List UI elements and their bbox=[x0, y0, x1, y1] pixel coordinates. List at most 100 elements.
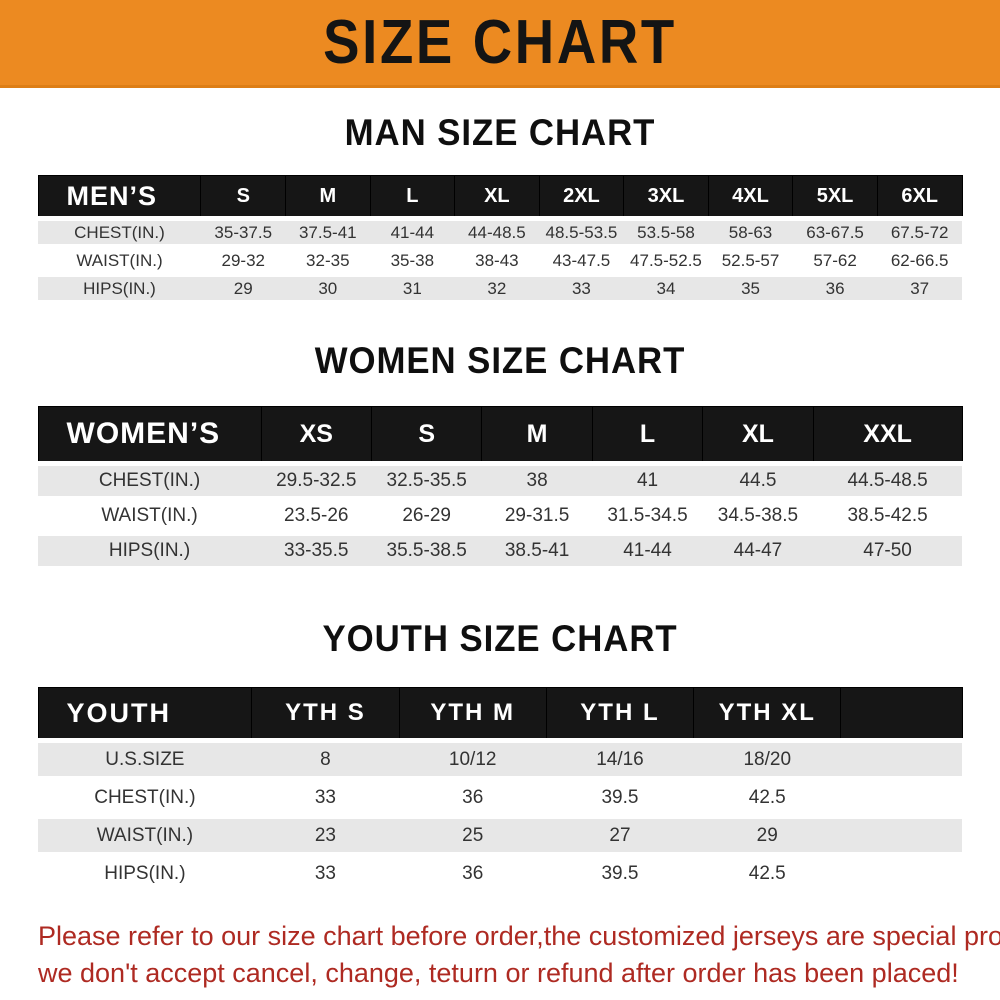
row-label: WAIST(IN.) bbox=[38, 814, 252, 855]
size-chart-banner: SIZE CHART bbox=[0, 0, 1000, 88]
column-header: XL bbox=[702, 406, 814, 464]
women-size-section: WOMEN SIZE CHART WOMEN’S XS S M L XL XXL CHEST(… bbox=[0, 340, 1000, 566]
size-value-cell: 32-35 bbox=[285, 244, 371, 275]
size-value-cell: 39.5 bbox=[546, 776, 694, 817]
size-value-cell: 34 bbox=[623, 272, 709, 300]
size-value-cell: 35-38 bbox=[370, 244, 455, 275]
spacer-cell bbox=[840, 852, 962, 890]
table-label-cell: WOMEN’S bbox=[37, 406, 262, 464]
column-header: XL bbox=[454, 175, 540, 219]
column-header: S bbox=[370, 406, 483, 464]
table-row: HIPS(IN.) 29 30 31 32 33 34 35 36 37 bbox=[38, 272, 962, 300]
size-value-cell: 47.5-52.5 bbox=[623, 244, 709, 275]
size-value-cell: 52.5-57 bbox=[708, 244, 793, 275]
man-size-section: MAN SIZE CHART MEN’S S M L XL 2XL 3XL 4XL 5XL 6XL… bbox=[0, 112, 1000, 300]
size-value-cell: 47-50 bbox=[813, 531, 962, 566]
size-value-cell: 41 bbox=[592, 461, 703, 499]
table-row: CHEST(IN.) 33 36 39.5 42.5 bbox=[38, 776, 962, 817]
column-header: YTH M bbox=[398, 687, 547, 741]
column-header: 2XL bbox=[538, 175, 625, 219]
table-row: WAIST(IN.) 23 25 27 29 bbox=[38, 814, 962, 855]
size-value-cell: 31.5-34.5 bbox=[592, 496, 703, 534]
column-header: 3XL bbox=[623, 175, 709, 219]
size-value-cell: 42.5 bbox=[693, 776, 841, 817]
row-label: HIPS(IN.) bbox=[38, 272, 201, 300]
table-row: WAIST(IN.) 29-32 32-35 35-38 38-43 43-47.5 47.… bbox=[38, 244, 962, 275]
size-value-cell: 35 bbox=[708, 272, 793, 300]
table-row: WAIST(IN.) 23.5-26 26-29 29-31.5 31.5-34.5 34… bbox=[38, 496, 962, 534]
row-label: U.S.SIZE bbox=[38, 738, 252, 779]
footer-note: Please refer to our size chart before or… bbox=[0, 918, 1000, 992]
row-label: CHEST(IN.) bbox=[38, 216, 201, 247]
size-value-cell: 10/12 bbox=[399, 738, 547, 779]
size-value-cell: 62-66.5 bbox=[877, 244, 962, 275]
table-header-row: MEN’S S M L XL 2XL 3XL 4XL 5XL 6XL bbox=[37, 175, 963, 219]
table-row: HIPS(IN.) 33 36 39.5 42.5 bbox=[38, 852, 962, 890]
table-row: HIPS(IN.) 33-35.5 35.5-38.5 38.5-41 41-44 44-… bbox=[38, 531, 962, 566]
size-value-cell: 29 bbox=[693, 814, 841, 855]
size-value-cell: 36 bbox=[399, 776, 547, 817]
size-value-cell: 53.5-58 bbox=[623, 216, 709, 247]
size-value-cell: 32.5-35.5 bbox=[371, 461, 482, 499]
row-label: WAIST(IN.) bbox=[38, 244, 201, 275]
column-header: YTH S bbox=[251, 687, 400, 741]
size-value-cell: 18/20 bbox=[693, 738, 841, 779]
size-value-cell: 35.5-38.5 bbox=[371, 531, 482, 566]
size-value-cell: 33 bbox=[251, 776, 400, 817]
size-value-cell: 44.5 bbox=[702, 461, 814, 499]
column-header: 6XL bbox=[876, 175, 963, 219]
size-value-cell: 38.5-41 bbox=[481, 531, 593, 566]
column-header: M bbox=[481, 406, 593, 464]
row-label: HIPS(IN.) bbox=[38, 852, 252, 890]
size-value-cell: 39.5 bbox=[546, 852, 694, 890]
size-value-cell: 48.5-53.5 bbox=[539, 216, 624, 247]
size-value-cell: 41-44 bbox=[370, 216, 455, 247]
size-value-cell: 33 bbox=[539, 272, 624, 300]
women-size-table: WOMEN’S XS S M L XL XXL CHEST(IN.) 29.5-32.5 32.5… bbox=[37, 406, 963, 566]
column-header: 4XL bbox=[707, 175, 794, 219]
table-row: U.S.SIZE 8 10/12 14/16 18/20 bbox=[38, 738, 962, 779]
table-label-cell: MEN’S bbox=[37, 175, 202, 219]
column-header: YTH XL bbox=[693, 687, 842, 741]
size-value-cell: 38.5-42.5 bbox=[813, 496, 962, 534]
size-value-cell: 36 bbox=[399, 852, 547, 890]
size-value-cell: 29-32 bbox=[200, 244, 286, 275]
spacer-cell bbox=[840, 776, 962, 817]
table-header-row: YOUTH YTH S YTH M YTH L YTH XL bbox=[37, 687, 963, 741]
size-value-cell: 29 bbox=[200, 272, 286, 300]
table-label-cell: YOUTH bbox=[37, 687, 253, 741]
size-value-cell: 32 bbox=[454, 272, 540, 300]
column-header: XS bbox=[260, 406, 372, 464]
size-value-cell: 8 bbox=[251, 738, 400, 779]
size-value-cell: 23 bbox=[251, 814, 400, 855]
size-value-cell: 58-63 bbox=[708, 216, 793, 247]
column-header: M bbox=[285, 175, 371, 219]
column-header: XXL bbox=[812, 406, 963, 464]
size-value-cell: 29.5-32.5 bbox=[261, 461, 372, 499]
size-value-cell: 43-47.5 bbox=[539, 244, 624, 275]
size-value-cell: 44.5-48.5 bbox=[813, 461, 962, 499]
size-value-cell: 36 bbox=[792, 272, 878, 300]
size-value-cell: 33-35.5 bbox=[261, 531, 372, 566]
size-value-cell: 29-31.5 bbox=[481, 496, 593, 534]
footer-line-2: we don't accept cancel, change, teturn o… bbox=[38, 958, 959, 988]
table-row: CHEST(IN.) 35-37.5 37.5-41 41-44 44-48.5 48.5… bbox=[38, 216, 962, 247]
size-value-cell: 30 bbox=[285, 272, 371, 300]
women-section-title: WOMEN SIZE CHART bbox=[314, 340, 686, 381]
row-label: CHEST(IN.) bbox=[38, 776, 252, 817]
size-value-cell: 42.5 bbox=[693, 852, 841, 890]
row-label: HIPS(IN.) bbox=[38, 531, 262, 566]
youth-size-table: YOUTH YTH S YTH M YTH L YTH XL U.S.SIZE 8 10/12… bbox=[37, 687, 963, 890]
size-value-cell: 25 bbox=[399, 814, 547, 855]
size-value-cell: 38-43 bbox=[454, 244, 540, 275]
man-size-table: MEN’S S M L XL 2XL 3XL 4XL 5XL 6XL CHEST(IN.) 35-37… bbox=[37, 175, 963, 300]
column-header: L bbox=[369, 175, 456, 219]
spacer-cell bbox=[840, 814, 962, 855]
size-value-cell: 67.5-72 bbox=[877, 216, 962, 247]
row-label: CHEST(IN.) bbox=[38, 461, 262, 499]
size-value-cell: 23.5-26 bbox=[261, 496, 372, 534]
youth-section-title: YOUTH SIZE CHART bbox=[322, 618, 678, 659]
size-value-cell: 34.5-38.5 bbox=[702, 496, 814, 534]
size-value-cell: 31 bbox=[370, 272, 455, 300]
column-header: L bbox=[591, 406, 704, 464]
